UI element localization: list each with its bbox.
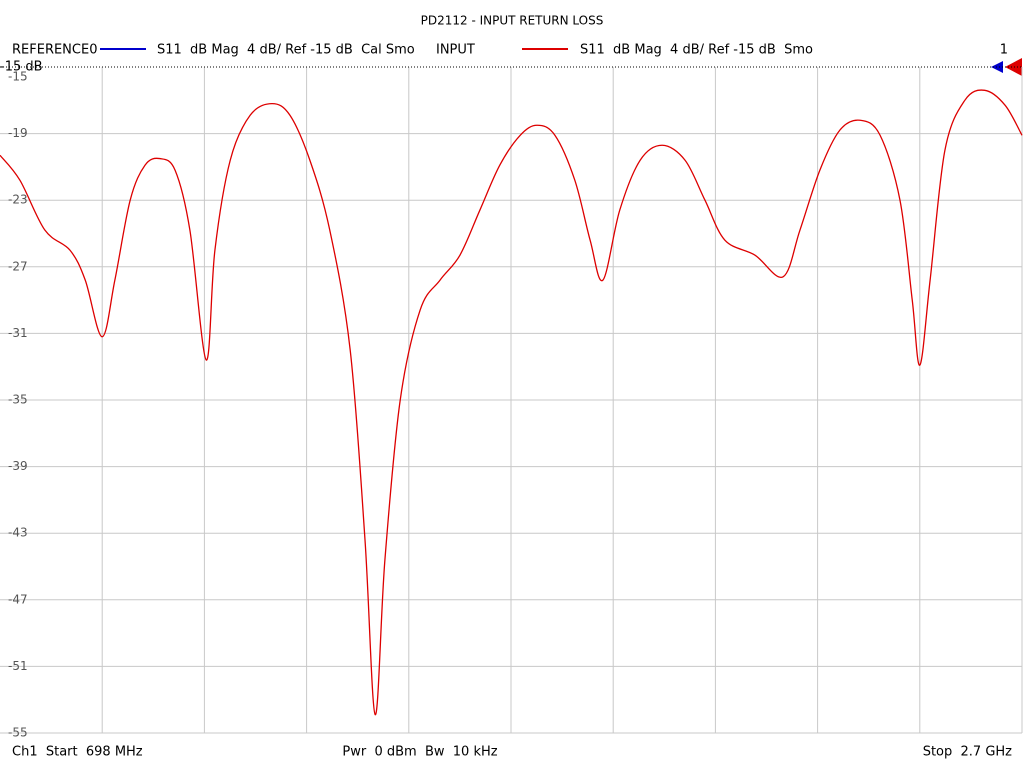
chart-title: PD2112 - INPUT RETURN LOSS [421, 14, 604, 28]
footer-stop: Stop 2.7 GHz [923, 745, 1012, 760]
y-tick-label: -47 [8, 592, 28, 606]
legend-description: S11 dB Mag 4 dB/ Ref -15 dB Smo [580, 43, 813, 58]
trace [0, 89, 1023, 716]
footer-start: Ch1 Start 698 MHz [12, 745, 143, 760]
legend-description: S11 dB Mag 4 dB/ Ref -15 dB Cal Smo [157, 43, 415, 58]
footer-power: Pwr 0 dBm Bw 10 kHz [342, 745, 497, 760]
y-tick-label: -43 [8, 526, 28, 540]
y-tick-label: -27 [8, 259, 28, 273]
y-tick-label: -51 [8, 659, 28, 673]
grid: -15 -19 -23 -27 -31 -35 -39 -43 -47 -51 -55 [0, 66, 1023, 740]
legend-label: INPUT [436, 43, 475, 58]
plot [0, 89, 1023, 716]
reference-arrow [1005, 58, 1022, 76]
y-tick-label: -35 [8, 393, 28, 407]
marker-label: 1 [1000, 43, 1008, 58]
y-tick-label: -31 [8, 326, 28, 340]
y-tick-label: -55 [8, 726, 28, 740]
y-tick-label: -15 [8, 70, 28, 84]
legend-label: REFERENCE0 [12, 43, 97, 58]
y-tick-label: -39 [8, 459, 28, 473]
y-tick-label: -19 [8, 126, 28, 140]
y-tick-label: -23 [8, 193, 28, 207]
